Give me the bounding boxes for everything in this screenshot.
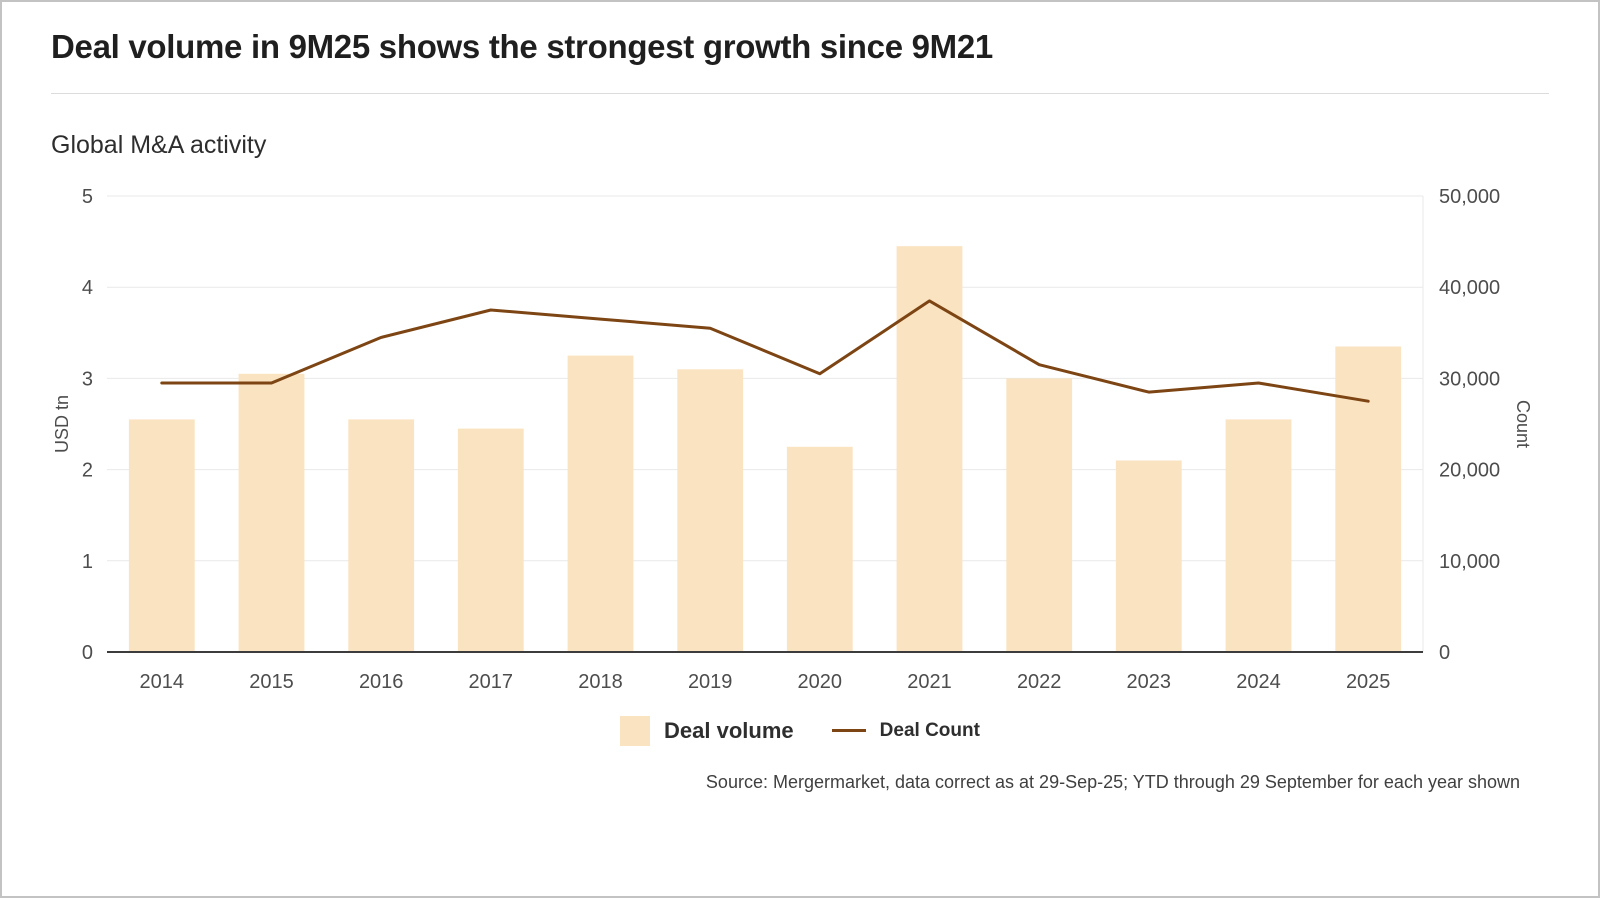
bar-2018 [567,355,634,652]
bar-2024 [1225,419,1292,652]
page-title: Deal volume in 9M25 shows the strongest … [51,28,993,65]
deal-volume-swatch-icon [620,715,651,746]
x-axis-label-2019: 2019 [688,671,733,693]
x-axis-label-2017: 2017 [469,671,514,693]
left-axis-tick: 3 [82,368,93,390]
bar-2025 [1335,346,1402,652]
chart-svg: 0 1 2 3 4 5 0 10,000 20,000 30,000 40,000 50,000 201… [52,186,1533,693]
source-attribution: Source: Mergermarket, data correct as at… [705,771,1520,792]
x-axis-label-2016: 2016 [359,671,404,693]
right-axis-title: Count [1513,400,1533,448]
x-axis-label-2025: 2025 [1346,671,1391,693]
bar-2021 [896,246,963,652]
x-axis-label-2020: 2020 [798,671,843,693]
bar-2023 [1115,460,1182,652]
right-axis-tick: 30,000 [1439,368,1500,390]
left-axis-title: USD tn [52,395,72,453]
legend-label-deal-volume: Deal volume [664,717,794,743]
deal-count-line [160,299,1370,403]
left-axis-tick: 2 [82,460,93,482]
left-axis-tick: 1 [82,551,93,573]
right-axis-tick: 0 [1439,642,1450,664]
x-axis-label-2018: 2018 [578,671,623,693]
bar-2016 [348,419,415,652]
x-axis-label-2022: 2022 [1017,671,1062,693]
x-axis-label-2023: 2023 [1127,671,1172,693]
right-axis-tick: 20,000 [1439,460,1500,482]
bar-2019 [677,369,744,652]
bar-2014 [128,419,195,652]
bar-2022 [1006,378,1073,652]
chart-subtitle: Global M&A activity [51,130,267,159]
x-axis-label-2024: 2024 [1236,671,1281,693]
x-axis-label-2021: 2021 [907,671,952,693]
legend-item-deal-count: Deal Count [831,719,980,742]
legend-item-deal-volume: Deal volume [620,715,794,746]
right-axis-tick: 10,000 [1439,551,1500,573]
x-axis-label-2015: 2015 [249,671,294,693]
right-axis-tick: 40,000 [1439,277,1500,299]
x-axis-label-2014: 2014 [140,671,185,693]
chart-legend: Deal volume Deal Count [51,715,1549,746]
left-axis-tick: 0 [82,642,93,664]
left-axis-tick: 5 [82,186,93,208]
bar-2017 [457,428,524,652]
chart-container: 0 1 2 3 4 5 0 10,000 20,000 30,000 40,000 50,000 201… [51,184,1549,700]
bar-2015 [238,373,305,652]
right-axis-tick: 50,000 [1439,186,1500,208]
title-divider [51,92,1549,94]
left-axis-tick: 4 [82,277,93,299]
bar-2020 [786,446,853,652]
deal-count-swatch-icon [831,729,866,733]
legend-label-deal-count: Deal Count [879,719,980,741]
